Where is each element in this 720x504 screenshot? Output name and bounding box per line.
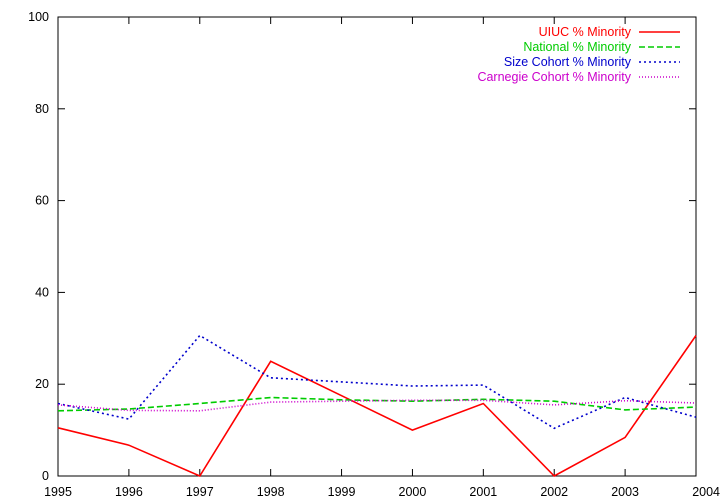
y-tick-label: 0 xyxy=(42,469,49,483)
y-tick-label: 20 xyxy=(35,377,49,391)
series-line-2 xyxy=(57,396,697,412)
x-tick-label: 2004 xyxy=(692,485,720,499)
series-line-1 xyxy=(57,335,697,478)
x-tick-label: 1999 xyxy=(328,485,356,499)
legend-label: Size Cohort % Minority xyxy=(504,55,632,69)
x-tick-label: 2002 xyxy=(540,485,568,499)
plot-frame xyxy=(57,16,697,477)
x-tick-label: 1995 xyxy=(44,485,72,499)
y-tick-label: 60 xyxy=(35,194,49,208)
legend-label: Carnegie Cohort % Minority xyxy=(477,70,631,84)
series-lines xyxy=(57,334,697,478)
y-tick-label: 80 xyxy=(35,102,49,116)
legend-label: National % Minority xyxy=(523,40,631,54)
legend-label: UIUC % Minority xyxy=(539,25,632,39)
x-tick-label: 2003 xyxy=(611,485,639,499)
series-line-3 xyxy=(57,334,697,430)
x-tick-label: 1998 xyxy=(257,485,285,499)
x-tick-label: 1997 xyxy=(186,485,214,499)
series-line-4 xyxy=(57,399,697,412)
y-tick-label: 100 xyxy=(28,10,49,24)
axis-ticks: 0 20 40 60 80 100 1995 1996 1997 1998 1999 2000 2001… xyxy=(28,10,720,499)
x-tick-label: 1996 xyxy=(115,485,143,499)
x-tick-label: 2001 xyxy=(469,485,497,499)
y-tick-label: 40 xyxy=(35,285,49,299)
x-tick-label: 2000 xyxy=(399,485,427,499)
